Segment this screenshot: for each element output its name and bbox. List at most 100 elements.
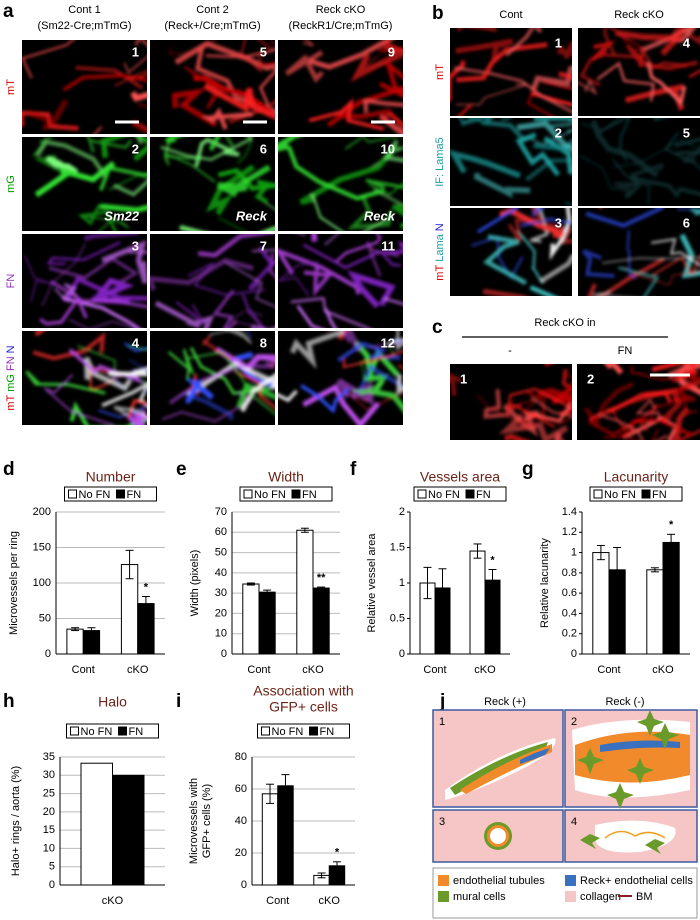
error-bar <box>667 533 676 552</box>
strand <box>629 175 700 199</box>
strand <box>363 53 403 68</box>
legend-swatch <box>438 891 449 902</box>
strand <box>395 203 403 211</box>
y-tick-label: 150 <box>33 541 51 553</box>
strand <box>123 342 147 353</box>
reck-cell <box>520 748 550 764</box>
strand <box>549 208 572 261</box>
strand <box>391 203 403 229</box>
strand <box>644 388 683 424</box>
strand <box>165 137 221 151</box>
y-tick-label: 0.8 <box>562 567 577 579</box>
strand <box>101 382 147 408</box>
strand <box>652 256 700 277</box>
y-tick-label: 30 <box>215 587 227 599</box>
legend-label: FN <box>476 489 491 501</box>
strand <box>228 309 265 328</box>
image-number: 4 <box>132 335 140 350</box>
strand <box>286 145 386 201</box>
strand <box>593 291 619 296</box>
strand <box>690 208 700 216</box>
mural-cell <box>645 839 665 854</box>
image-number: 10 <box>381 141 395 156</box>
y-tick-label: 0 <box>241 879 247 891</box>
y-tick-label: 60 <box>215 526 227 538</box>
y-tick-label: 0.2 <box>562 628 577 640</box>
promoter-label: Sm22 <box>104 208 139 223</box>
strand <box>596 61 655 102</box>
strand <box>126 398 147 420</box>
row-label: mG <box>5 175 17 193</box>
bar <box>646 569 664 655</box>
panel-letter: a <box>3 1 14 22</box>
row-label: mT <box>5 79 17 95</box>
image-number: 2 <box>571 716 577 728</box>
strand <box>483 234 527 286</box>
row-label-part: mT <box>434 64 446 80</box>
legend-swatch <box>465 489 475 499</box>
row-label: mT mG FN N <box>5 345 17 410</box>
strand <box>284 50 325 84</box>
strand <box>458 118 490 126</box>
strand <box>622 415 679 440</box>
image-texture <box>450 28 572 116</box>
y-axis-label: Halo+ rings / aorta (%) <box>10 766 22 876</box>
micrograph <box>578 208 700 296</box>
image-texture <box>582 208 700 296</box>
strand <box>127 411 147 425</box>
y-axis-label: Relative vessel area <box>366 533 378 633</box>
strand <box>473 172 531 199</box>
strand <box>382 296 403 306</box>
image-number: 12 <box>381 335 395 350</box>
micrograph <box>578 28 700 116</box>
strand <box>259 69 275 107</box>
y-tick-label: 20 <box>235 847 247 859</box>
micrograph <box>450 364 572 440</box>
error-bar <box>281 774 290 798</box>
bar <box>80 762 113 886</box>
image-number: 2 <box>132 141 139 156</box>
strand <box>86 137 133 153</box>
lumen <box>490 828 506 844</box>
strand <box>533 138 572 152</box>
legend-swatch <box>118 726 127 736</box>
legend-swatch <box>565 875 576 886</box>
y-tick-label: 0 <box>49 879 55 891</box>
y-tick-label: 200 <box>33 506 51 518</box>
y-tick-label: 1 <box>399 577 405 589</box>
strand <box>97 403 147 419</box>
mural-cell <box>652 723 679 749</box>
legend-label: Reck+ endothelial cells <box>580 875 693 887</box>
strand <box>590 119 659 178</box>
y-tick-label: 1.5 <box>390 541 405 553</box>
chart-title: Halo <box>98 694 127 710</box>
y-tick-label: 0.6 <box>562 587 577 599</box>
strand <box>46 241 121 265</box>
panel-letter: b <box>432 3 444 24</box>
strand <box>22 40 74 79</box>
image-background <box>578 208 700 296</box>
strand <box>203 83 275 120</box>
y-axis-label: GFP+ cells (%) <box>201 784 213 858</box>
bar <box>312 587 330 655</box>
y-tick-label: 1 <box>571 546 577 558</box>
row-label-part: N <box>5 345 17 353</box>
error-bar <box>317 586 326 590</box>
strand <box>197 234 273 258</box>
strand <box>373 188 403 207</box>
legend-label: No FN <box>79 489 111 501</box>
strand <box>582 249 615 278</box>
y-tick-label: 70 <box>215 506 227 518</box>
y-tick-label: 20 <box>215 607 227 619</box>
row-label-part: mT <box>5 79 17 95</box>
chart-title: GFP+ cells <box>269 699 338 715</box>
strand <box>530 65 572 92</box>
strand <box>39 295 88 326</box>
error-bar <box>596 544 605 561</box>
strand <box>544 364 552 367</box>
strand <box>302 243 403 269</box>
row-label-part: mG <box>5 175 17 193</box>
strand <box>214 346 275 373</box>
strand <box>603 28 618 56</box>
strand <box>68 318 137 328</box>
